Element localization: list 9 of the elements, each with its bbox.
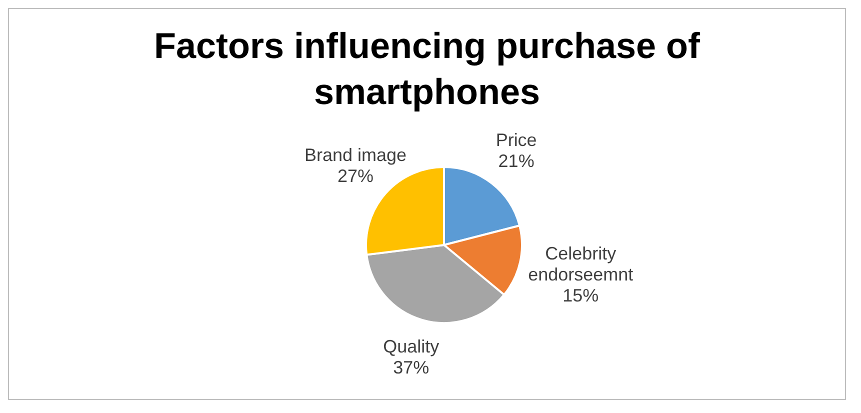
chart-title: Factors influencing purchase of smartphones bbox=[152, 24, 702, 114]
slice-label: Quality bbox=[383, 336, 440, 357]
slice-label: Brand image bbox=[304, 145, 407, 166]
data-label: 15% bbox=[562, 285, 599, 306]
slice-label: Celebrity endorseemnt bbox=[528, 243, 634, 284]
slice-label: Price bbox=[496, 130, 537, 150]
data-label: 27% bbox=[337, 166, 374, 186]
data-label: 37% bbox=[393, 358, 430, 378]
data-label: 21% bbox=[498, 151, 534, 172]
